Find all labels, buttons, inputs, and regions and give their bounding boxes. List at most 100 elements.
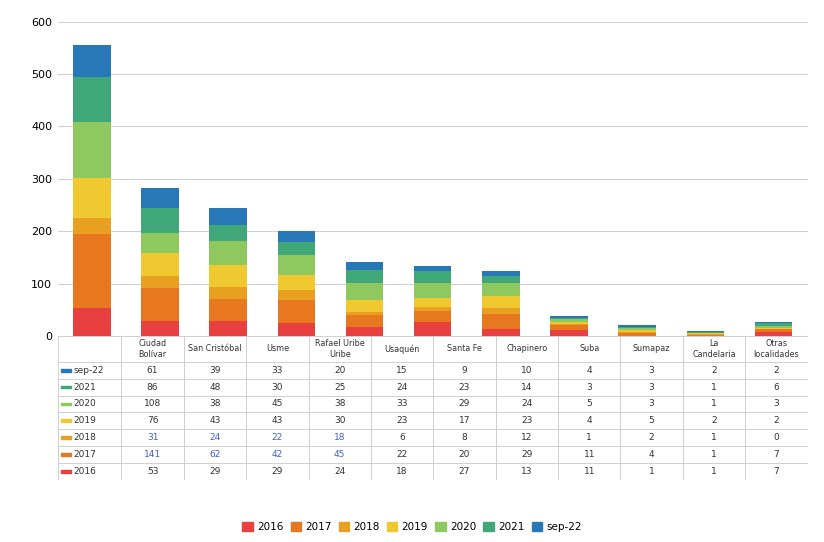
Text: San Cristóbal: San Cristóbal: [188, 345, 241, 353]
Bar: [141, 288, 179, 321]
Bar: [141, 321, 179, 336]
Bar: [618, 332, 656, 333]
Bar: [62, 403, 71, 405]
Text: 48: 48: [209, 383, 221, 392]
Bar: [618, 328, 656, 330]
Bar: [209, 287, 247, 299]
Text: 29: 29: [272, 467, 283, 476]
Text: 2019: 2019: [73, 416, 96, 425]
Bar: [141, 276, 179, 288]
Bar: [482, 276, 519, 283]
Bar: [141, 253, 179, 276]
Text: La
Candelaria: La Candelaria: [692, 339, 736, 359]
Text: 3: 3: [648, 366, 654, 375]
Text: 23: 23: [459, 383, 471, 392]
Bar: [755, 323, 792, 326]
Bar: [73, 178, 110, 218]
Bar: [755, 326, 792, 328]
Bar: [346, 300, 383, 312]
Text: 17: 17: [459, 416, 471, 425]
Text: 33: 33: [396, 399, 408, 409]
Bar: [278, 300, 315, 324]
Text: 2: 2: [648, 433, 654, 442]
Bar: [414, 322, 452, 336]
Bar: [346, 315, 383, 327]
Bar: [482, 329, 519, 336]
Text: 42: 42: [272, 450, 283, 459]
Bar: [278, 275, 315, 291]
Text: 7: 7: [774, 467, 780, 476]
Text: 1: 1: [711, 399, 717, 409]
Bar: [346, 262, 383, 270]
Text: 25: 25: [334, 383, 345, 392]
Bar: [618, 327, 656, 328]
Bar: [278, 231, 315, 242]
Bar: [618, 333, 656, 335]
Bar: [550, 322, 588, 324]
Text: Sumapaz: Sumapaz: [633, 345, 671, 353]
Text: 38: 38: [209, 399, 221, 409]
Text: 11: 11: [583, 450, 595, 459]
Text: 9: 9: [461, 366, 467, 375]
Bar: [482, 314, 519, 329]
Text: 53: 53: [147, 467, 158, 476]
Text: 4: 4: [587, 416, 592, 425]
Bar: [550, 330, 588, 336]
Bar: [686, 331, 724, 332]
Text: 24: 24: [522, 399, 532, 409]
Text: 33: 33: [272, 366, 283, 375]
Text: 29: 29: [459, 399, 471, 409]
Bar: [278, 291, 315, 300]
Text: 12: 12: [521, 433, 532, 442]
Text: 43: 43: [272, 416, 283, 425]
Text: 20: 20: [334, 366, 345, 375]
Text: 3: 3: [587, 383, 592, 392]
Bar: [73, 234, 110, 308]
Text: 141: 141: [144, 450, 162, 459]
Bar: [62, 369, 71, 372]
Text: 11: 11: [583, 467, 595, 476]
Bar: [482, 308, 519, 314]
Text: 43: 43: [209, 416, 221, 425]
Bar: [755, 328, 792, 332]
Bar: [618, 330, 656, 332]
Bar: [755, 322, 792, 323]
Text: 23: 23: [396, 416, 408, 425]
Text: 2: 2: [774, 366, 780, 375]
Text: 15: 15: [396, 366, 408, 375]
Bar: [414, 283, 452, 298]
Text: 2021: 2021: [73, 383, 96, 392]
Text: 4: 4: [648, 450, 654, 459]
Text: 61: 61: [147, 366, 158, 375]
Bar: [755, 332, 792, 336]
Text: Santa Fe: Santa Fe: [447, 345, 482, 353]
Bar: [73, 122, 110, 178]
Text: 6: 6: [774, 383, 780, 392]
Text: 30: 30: [334, 416, 345, 425]
Text: 6: 6: [399, 433, 405, 442]
Text: 108: 108: [144, 399, 162, 409]
Bar: [209, 321, 247, 336]
Bar: [482, 296, 519, 308]
Text: 62: 62: [209, 450, 221, 459]
Text: 3: 3: [648, 399, 654, 409]
Text: 38: 38: [334, 399, 345, 409]
Bar: [346, 327, 383, 336]
Text: 20: 20: [459, 450, 471, 459]
Bar: [62, 420, 71, 422]
Text: 13: 13: [521, 467, 532, 476]
Text: 1: 1: [711, 467, 717, 476]
Bar: [73, 218, 110, 234]
Text: 1: 1: [711, 383, 717, 392]
Bar: [550, 325, 588, 330]
Text: 24: 24: [334, 467, 345, 476]
Bar: [346, 312, 383, 315]
Text: 5: 5: [587, 399, 592, 409]
Text: sep-22: sep-22: [73, 366, 104, 375]
Bar: [73, 76, 110, 122]
Bar: [141, 208, 179, 234]
Text: Usaquén: Usaquén: [385, 344, 419, 354]
Bar: [209, 225, 247, 241]
Text: Rafael Uribe
Uribe: Rafael Uribe Uribe: [315, 339, 364, 359]
Text: 2020: 2020: [73, 399, 96, 409]
